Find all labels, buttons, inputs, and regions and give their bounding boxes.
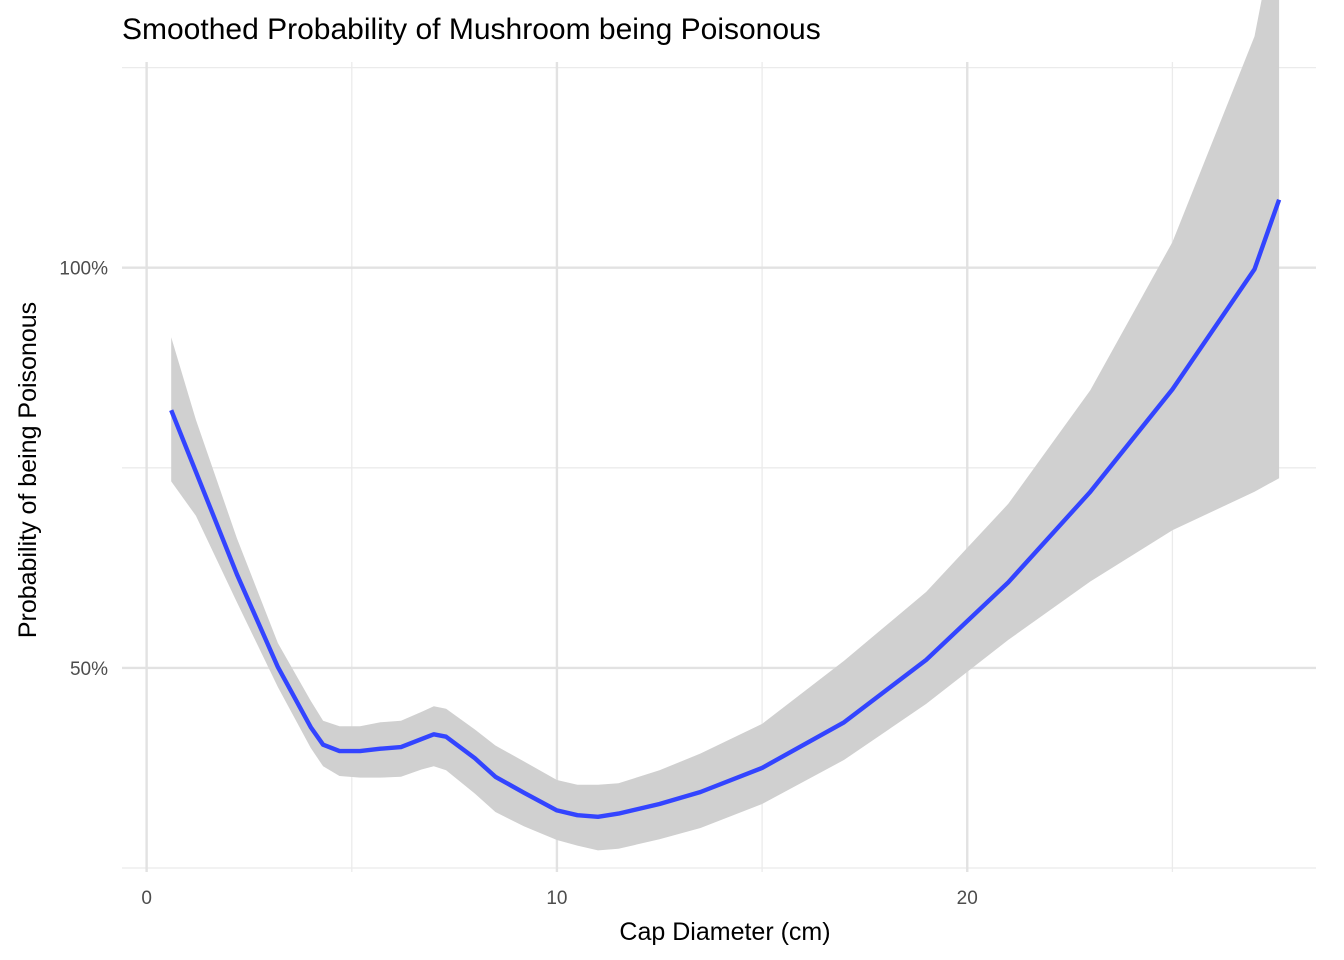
- grid: [122, 62, 1316, 872]
- x-tick-label: 0: [141, 888, 152, 909]
- y-tick-label: 100%: [59, 259, 108, 280]
- y-tick-label: 50%: [70, 659, 108, 680]
- x-tick-label: 20: [957, 888, 978, 909]
- confidence-band-0: [171, 0, 1280, 851]
- smooth-line-layer: [169, 198, 1282, 819]
- tick-labels: 0 10 20 50% 100%: [59, 259, 977, 909]
- smooth-line-0: [169, 198, 1282, 819]
- confidence-band-layer: [171, 0, 1280, 851]
- x-axis-label: Cap Diameter (cm): [619, 918, 830, 946]
- y-axis-label: Probability of being Poisonous: [14, 302, 42, 638]
- chart-title: Smoothed Probability of Mushroom being P…: [122, 13, 821, 46]
- x-tick-label: 10: [546, 888, 567, 909]
